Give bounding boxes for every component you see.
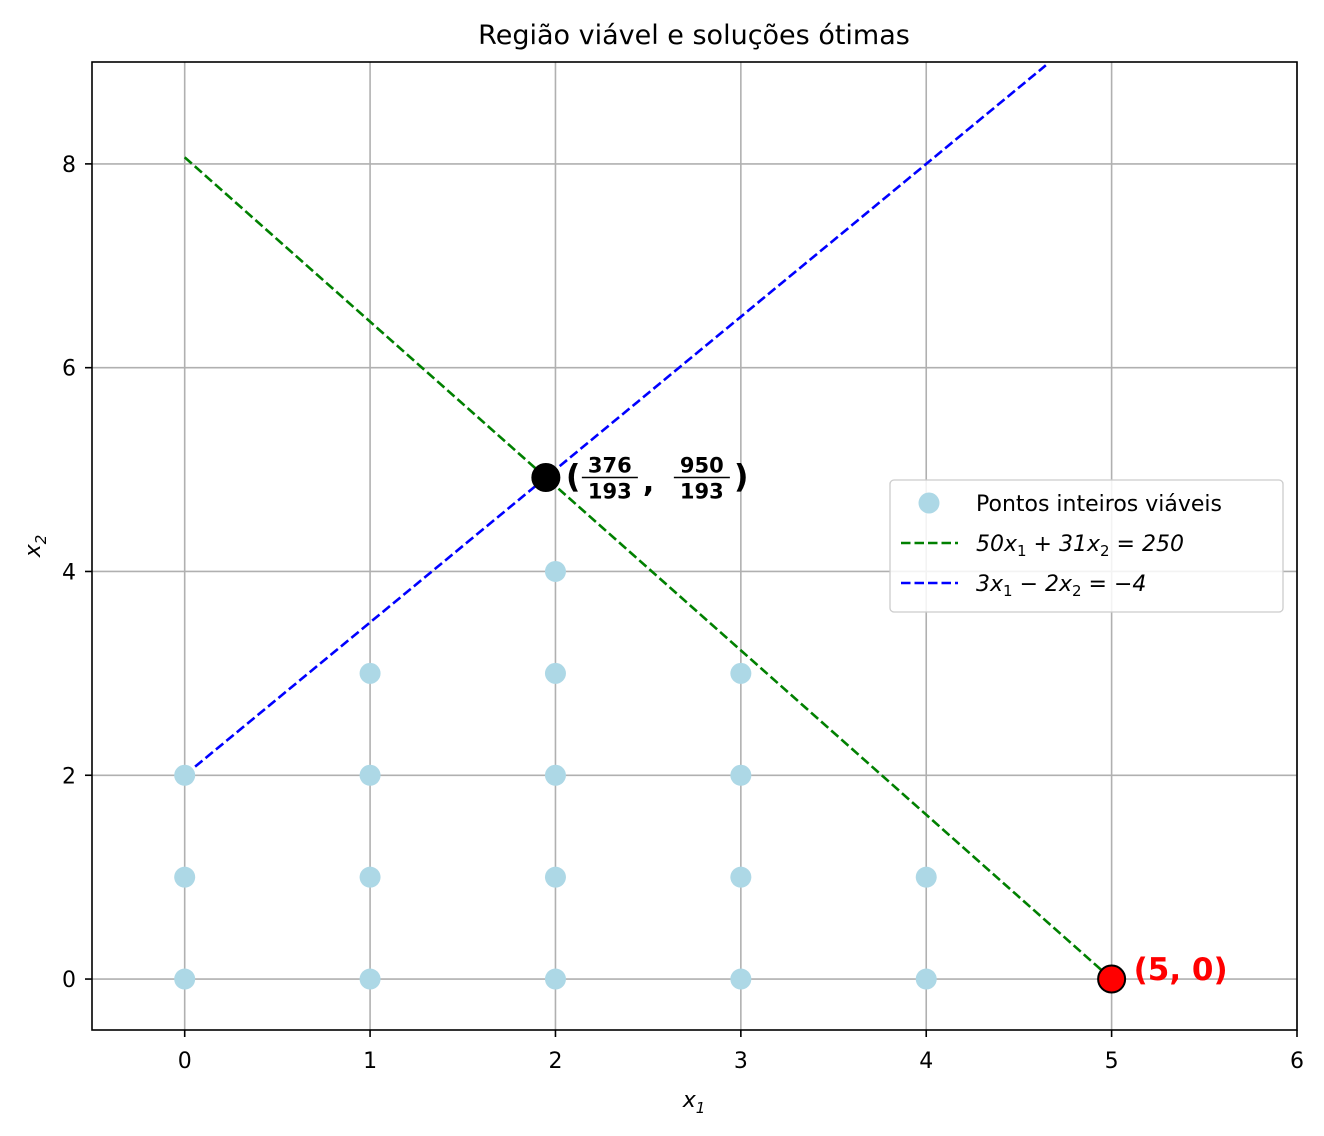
feasible-integer-point	[359, 662, 381, 684]
feasible-integer-point	[544, 662, 566, 684]
x-tick-label: 3	[734, 1049, 748, 1074]
x-tick-label: 2	[548, 1049, 562, 1074]
x-axis-label: x1	[682, 1088, 706, 1117]
fraction-denominator: 193	[588, 479, 632, 503]
y-tick-label: 0	[62, 968, 76, 993]
feasible-integer-point	[915, 866, 937, 888]
constraint-line	[183, 64, 1047, 777]
axis-ticks: 0 1 2 3 4 5 6 0 2 4 6 8	[62, 153, 1304, 1074]
feasible-integer-point	[730, 662, 752, 684]
y-axis-label: x2	[21, 535, 50, 559]
feasible-integer-point	[359, 968, 381, 990]
y-tick-label: 8	[62, 153, 76, 178]
fraction-denominator: 193	[680, 479, 724, 503]
optimal-point-marker	[1097, 964, 1127, 994]
legend-label: 3x1 − 2x2 = −4	[976, 572, 1146, 600]
legend-marker	[918, 492, 940, 514]
legend-label: 50x1 + 31x2 = 250	[976, 532, 1184, 560]
x-tick-label: 0	[178, 1049, 192, 1074]
y-tick-label: 4	[62, 560, 76, 585]
legend-box	[889, 479, 1284, 613]
plot-frame	[91, 61, 1298, 1031]
constraint-line	[183, 156, 1113, 981]
optimal-point-marker	[531, 462, 561, 492]
feasible-integer-point	[544, 764, 566, 786]
legend-label: Pontos inteiros viáveis	[976, 492, 1222, 517]
feasible-integer-point	[174, 866, 196, 888]
series-layer	[174, 64, 1113, 990]
optimal-point-label: (5, 0)	[1134, 952, 1228, 988]
fraction-numerator: 376	[588, 453, 632, 477]
fraction-comma: ,	[643, 464, 654, 499]
feasible-integer-point	[544, 560, 566, 582]
feasible-integer-point	[174, 764, 196, 786]
feasible-integer-point	[915, 968, 937, 990]
fraction-paren-open: (	[566, 457, 581, 495]
feasible-integer-point	[544, 968, 566, 990]
y-tick-label: 6	[62, 357, 76, 382]
fraction-paren-close: )	[734, 457, 749, 495]
feasible-integer-point	[730, 764, 752, 786]
feasible-integer-point	[730, 866, 752, 888]
legend: Pontos inteiros viáveis 50x1 + 31x2 = 250…	[889, 479, 1284, 613]
fraction-numerator: 950	[680, 453, 724, 477]
chart-title: Região viável e soluções ótimas	[478, 20, 910, 51]
feasible-integer-point	[359, 764, 381, 786]
y-tick-label: 2	[62, 764, 76, 789]
x-tick-label: 5	[1105, 1049, 1119, 1074]
x-tick-label: 1	[363, 1049, 377, 1074]
feasible-integer-point	[359, 866, 381, 888]
x-tick-label: 4	[919, 1049, 933, 1074]
x-tick-label: 6	[1290, 1049, 1304, 1074]
feasible-integer-point	[174, 968, 196, 990]
feasible-integer-point	[730, 968, 752, 990]
feasible-integer-point	[544, 866, 566, 888]
